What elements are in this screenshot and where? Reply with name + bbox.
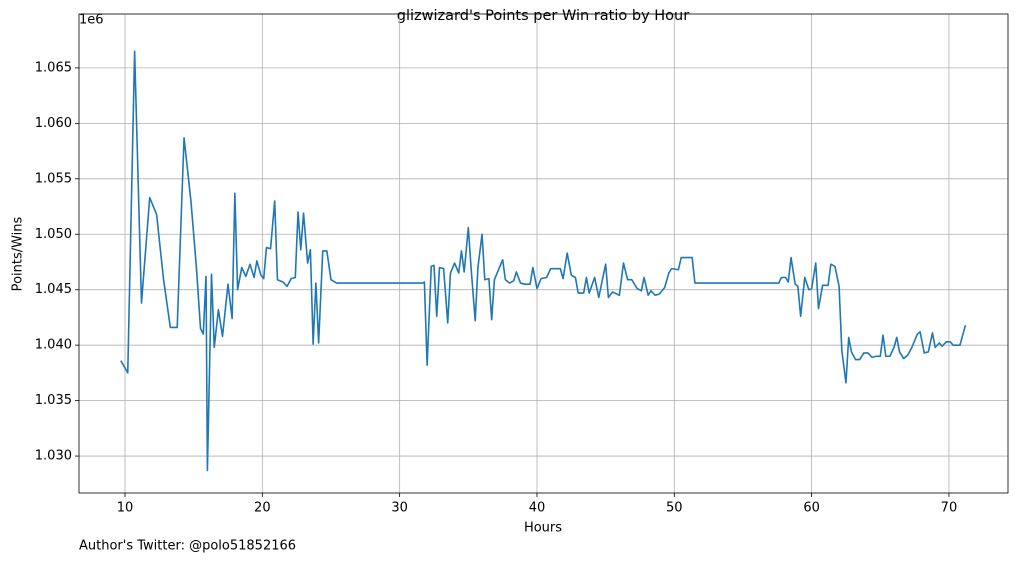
y-tick-label: 1.050 — [35, 227, 72, 242]
x-axis-label: Hours — [524, 521, 562, 536]
y-tick-label: 1.045 — [35, 282, 72, 297]
y-offset-label: 1e6 — [79, 13, 104, 28]
y-tick-label: 1.055 — [35, 171, 72, 186]
y-tick-label: 1.040 — [35, 338, 72, 353]
y-tick-label: 1.030 — [35, 449, 72, 464]
x-tick-label: 50 — [666, 501, 683, 516]
footnote: Author's Twitter: @polo51852166 — [79, 539, 296, 554]
y-tick-label: 1.060 — [35, 116, 72, 131]
x-tick-label: 30 — [391, 501, 408, 516]
data-line — [120, 50, 967, 472]
x-tick-label: 60 — [803, 501, 820, 516]
y-tick-label: 1.065 — [35, 60, 72, 75]
x-tick-label: 40 — [529, 501, 546, 516]
x-tick-label: 20 — [254, 501, 271, 516]
x-tick-label: 10 — [117, 501, 134, 516]
plot-frame — [78, 13, 1009, 494]
y-tick-label: 1.035 — [35, 393, 72, 408]
x-tick-label: 70 — [941, 501, 958, 516]
y-axis-label: Points/Wins — [11, 216, 26, 291]
chart-title: glizwizard's Points per Win ratio by Hou… — [397, 8, 689, 24]
